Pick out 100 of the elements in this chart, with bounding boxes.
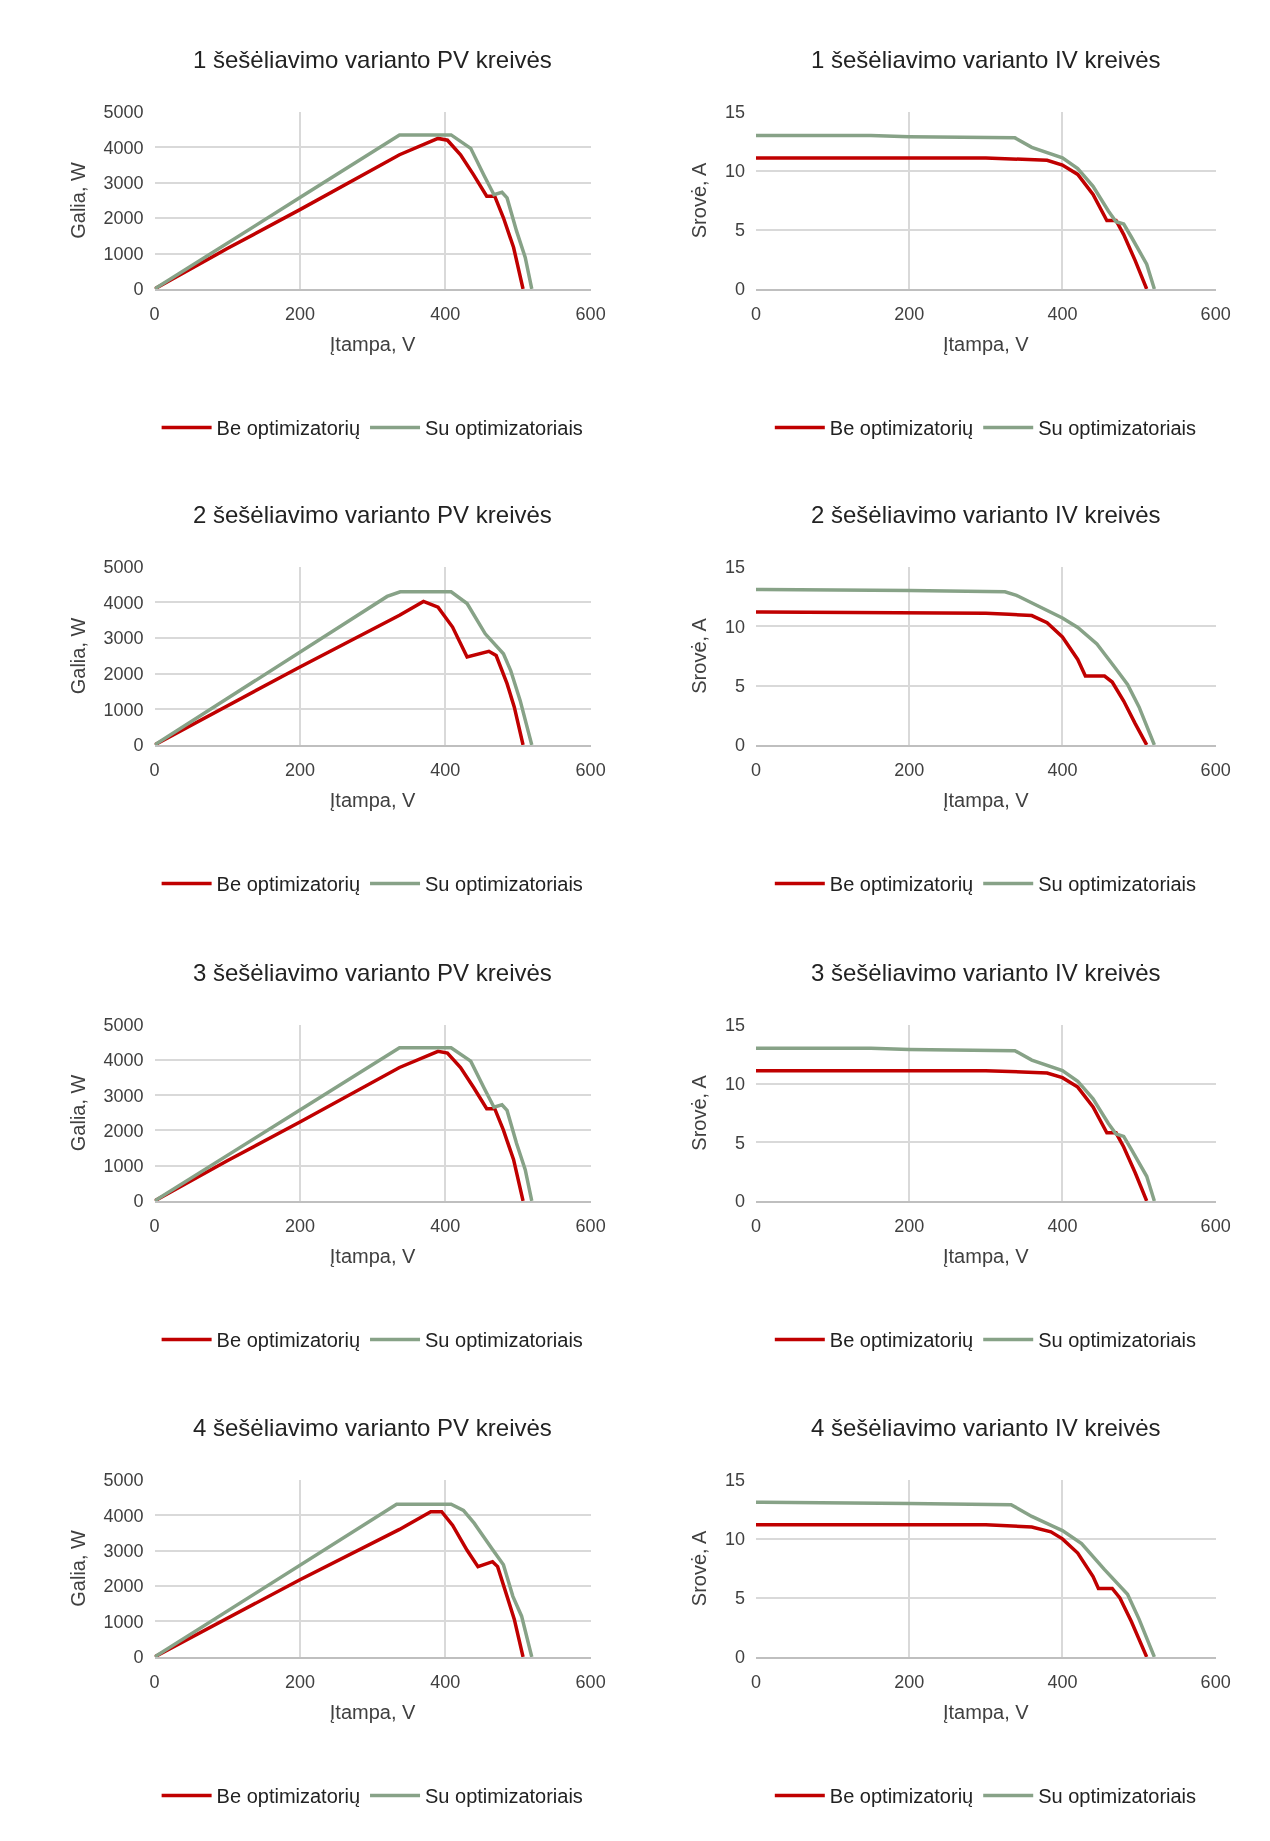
y-tick-label: 0 (734, 1191, 745, 1212)
chart-title: 1 šešėliavimo varianto PV kreivės (193, 46, 552, 73)
y-tick-label: 4000 (103, 1505, 144, 1526)
y-tick-label: 10 (724, 161, 745, 182)
x-tick-label: 200 (284, 1216, 315, 1237)
legend-label: Be optimizatorių (216, 417, 361, 440)
x-tick-label: 600 (575, 1216, 606, 1237)
x-tick-label: 0 (149, 760, 160, 781)
y-tick-label: 0 (734, 735, 745, 756)
x-tick-label: 600 (575, 760, 606, 781)
legend-label: Su optimizatoriais (1038, 417, 1197, 440)
y-tick-label: 1000 (103, 1156, 144, 1176)
x-tick-label: 600 (1200, 304, 1231, 325)
y-tick-label: 2000 (103, 664, 144, 685)
line-series (755, 610, 1149, 745)
x-axis-title: Įtampa, V (329, 1701, 417, 1724)
chart-title: 3 šešėliavimo varianto PV kreivės (193, 959, 552, 986)
x-axis-title: Įtampa, V (943, 333, 1030, 356)
y-axis-title: Galia, W (67, 617, 90, 695)
legend-label: Su optimizatoriais (1038, 873, 1197, 896)
x-tick-label: 400 (430, 304, 461, 325)
y-tick-label: 2000 (103, 208, 144, 229)
x-axis-title: Įtampa, V (329, 789, 417, 812)
y-tick-label: 10 (724, 1529, 745, 1550)
y-tick-label: 2000 (103, 1120, 144, 1141)
legend-label: Be optimizatorių (829, 873, 974, 896)
y-tick-label: 3000 (103, 173, 144, 193)
y-tick-label: 4000 (103, 592, 144, 613)
y-axis-title: Galia, W (67, 161, 90, 239)
x-tick-label: 0 (149, 1216, 160, 1237)
y-tick-label: 5 (734, 1132, 745, 1153)
x-tick-label: 400 (1047, 1216, 1078, 1237)
y-axis-title: Srovė, A (688, 1074, 711, 1151)
y-tick-label: 3000 (103, 1085, 144, 1106)
y-tick-label: 0 (133, 1191, 144, 1212)
chart-title: 4 šešėliavimo varianto IV kreivės (811, 1414, 1161, 1441)
y-tick-label: 15 (724, 1015, 745, 1036)
chart-title: 2 šešėliavimo varianto IV kreivės (811, 501, 1161, 528)
y-tick-label: 2000 (103, 1576, 144, 1597)
x-tick-label: 600 (575, 304, 606, 325)
y-tick-label: 10 (724, 616, 745, 637)
x-axis-title: Įtampa, V (329, 1245, 417, 1268)
y-tick-label: 15 (724, 102, 745, 123)
x-tick-label: 0 (750, 760, 761, 781)
y-tick-label: 15 (724, 1470, 745, 1491)
x-tick-label: 0 (750, 1216, 761, 1237)
line-series (755, 156, 1149, 289)
y-tick-label: 10 (724, 1073, 745, 1094)
x-axis-title: Įtampa, V (943, 789, 1030, 812)
y-axis-title: Srovė, A (688, 161, 711, 239)
legend-label: Be optimizatorių (216, 873, 361, 896)
x-tick-label: 0 (750, 1672, 761, 1693)
x-axis-title: Įtampa, V (329, 333, 417, 356)
legend-label: Be optimizatorių (216, 1785, 361, 1808)
x-tick-label: 200 (284, 304, 315, 325)
x-tick-label: 0 (750, 304, 761, 325)
chart-title: 4 šešėliavimo varianto PV kreivės (193, 1414, 552, 1441)
y-tick-label: 5000 (103, 102, 144, 123)
legend-label: Su optimizatoriais (425, 417, 583, 440)
legend-label: Be optimizatorių (829, 1785, 974, 1808)
legend-label: Be optimizatorių (216, 1329, 361, 1352)
y-axis-title: Galia, W (67, 1074, 90, 1152)
chart-title: 3 šešėliavimo varianto IV kreivės (811, 959, 1161, 986)
legend-label: Su optimizatoriais (425, 1785, 583, 1808)
legend-label: Su optimizatoriais (1038, 1785, 1197, 1808)
y-axis-title: Srovė, A (688, 617, 711, 694)
y-tick-label: 3000 (103, 628, 144, 649)
y-tick-label: 5000 (103, 1015, 144, 1036)
legend-label: Su optimizatoriais (425, 873, 583, 896)
y-axis-title: Galia, W (67, 1529, 90, 1607)
y-axis-title: Srovė, A (688, 1529, 711, 1607)
x-tick-label: 200 (894, 760, 925, 781)
x-axis-title: Įtampa, V (943, 1701, 1030, 1724)
x-tick-label: 600 (1200, 760, 1231, 781)
x-tick-label: 200 (894, 1216, 925, 1237)
y-tick-label: 5 (734, 1588, 745, 1609)
legend-label: Su optimizatoriais (425, 1329, 583, 1352)
y-tick-label: 5000 (103, 1470, 144, 1491)
x-tick-label: 400 (430, 760, 461, 781)
x-tick-label: 0 (149, 304, 160, 325)
x-axis-title: Įtampa, V (943, 1245, 1030, 1268)
x-tick-label: 400 (430, 1672, 461, 1693)
line-series (755, 1068, 1149, 1201)
x-tick-label: 400 (1047, 304, 1078, 325)
x-tick-label: 200 (894, 304, 925, 325)
line-series (755, 1046, 1157, 1201)
y-tick-label: 5 (734, 220, 745, 241)
y-tick-label: 1000 (103, 699, 144, 720)
y-tick-label: 4000 (103, 137, 144, 158)
x-tick-label: 0 (149, 1672, 160, 1693)
x-tick-label: 600 (575, 1672, 606, 1693)
x-tick-label: 200 (894, 1672, 925, 1693)
y-tick-label: 5 (734, 675, 745, 696)
line-series (755, 133, 1157, 289)
y-tick-label: 0 (734, 279, 745, 300)
x-tick-label: 200 (284, 760, 315, 781)
legend-label: Be optimizatorių (829, 417, 974, 440)
y-tick-label: 3000 (103, 1540, 144, 1561)
x-tick-label: 600 (1200, 1672, 1231, 1693)
chart-title: 2 šešėliavimo varianto PV kreivės (193, 501, 552, 528)
